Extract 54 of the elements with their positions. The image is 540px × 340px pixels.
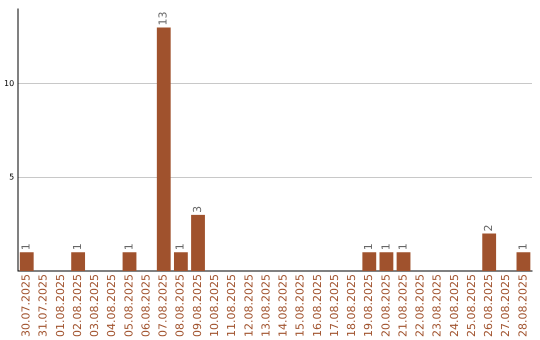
x-tick-label: 22.08.2025 <box>414 274 427 338</box>
x-tick-label: 08.08.2025 <box>174 274 187 338</box>
y-tick-label: 5 <box>9 172 14 182</box>
data-label: 1 <box>20 243 33 250</box>
x-tick-label: 24.08.2025 <box>448 274 461 338</box>
data-label: 2 <box>482 224 496 232</box>
bar <box>122 252 136 272</box>
bar <box>156 28 171 272</box>
x-tick-label: 21.08.2025 <box>396 274 410 338</box>
x-tick-label: 14.08.2025 <box>276 274 290 338</box>
x-tick-label: 15.08.2025 <box>294 274 307 338</box>
x-tick-label: 19.08.2025 <box>362 274 376 338</box>
bar <box>362 252 376 272</box>
x-tick-label: 05.08.2025 <box>122 274 136 338</box>
data-label: 1 <box>396 243 410 250</box>
x-tick-label: 09.08.2025 <box>190 274 204 338</box>
data-label: 1 <box>362 243 376 250</box>
data-label: 1 <box>70 243 84 250</box>
x-tick-label: 25.08.2025 <box>464 274 478 338</box>
x-tick-label: 30.07.2025 <box>20 274 33 338</box>
bar <box>191 214 205 272</box>
data-label: 1 <box>122 243 136 250</box>
bar <box>380 252 394 272</box>
x-tick-label: 07.08.2025 <box>156 274 170 338</box>
x-tick-label: 01.08.2025 <box>54 274 67 338</box>
bar <box>71 252 86 272</box>
x-tick-label: 16.08.2025 <box>310 274 324 338</box>
y-tick-label: 10 <box>4 78 14 88</box>
x-tick-label: 17.08.2025 <box>328 274 341 338</box>
x-tick-label: 27.08.2025 <box>499 274 512 338</box>
x-tick-label: 10.08.2025 <box>208 274 222 338</box>
bar <box>174 252 188 272</box>
x-tick-label: 20.08.2025 <box>379 274 392 338</box>
data-label: 13 <box>156 12 170 26</box>
data-label: 1 <box>379 243 392 250</box>
x-tick-label: 04.08.2025 <box>105 274 118 338</box>
bar <box>482 234 496 272</box>
data-label: 3 <box>190 206 204 213</box>
bar <box>516 252 530 272</box>
x-tick-label: 28.08.2025 <box>516 274 530 338</box>
x-tick-label: 06.08.2025 <box>139 274 152 338</box>
x-tick-label: 02.08.2025 <box>70 274 84 338</box>
data-label: 1 <box>516 243 530 250</box>
x-tick-label: 13.08.2025 <box>259 274 272 338</box>
bar <box>396 252 410 272</box>
x-tick-label: 12.08.2025 <box>242 274 256 338</box>
x-tick-label: 26.08.2025 <box>482 274 496 338</box>
x-tick-label: 18.08.2025 <box>345 274 358 338</box>
bar <box>20 252 34 272</box>
data-label: 1 <box>174 243 187 250</box>
x-tick-label: 11.08.2025 <box>225 274 238 338</box>
x-tick-label: 03.08.2025 <box>88 274 102 338</box>
x-tick-label: 23.08.2025 <box>430 274 444 338</box>
x-tick-label: 31.07.2025 <box>36 274 50 338</box>
